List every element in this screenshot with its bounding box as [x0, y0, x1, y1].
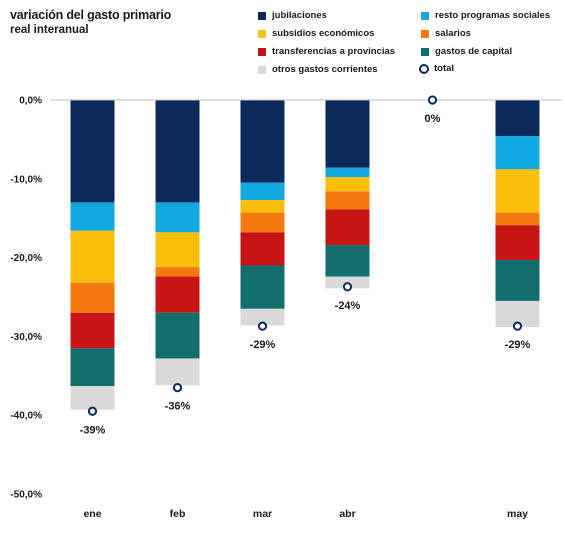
bar-segment	[155, 232, 200, 268]
bar-segment	[155, 202, 200, 233]
legend-label: gastos de capital	[435, 46, 513, 57]
legend-swatch	[421, 11, 429, 20]
legend-swatch	[421, 47, 429, 56]
legend-label: otros gastos corrientes	[272, 64, 378, 75]
legend-label: total	[434, 63, 455, 74]
total-data-label: -24%	[335, 300, 361, 312]
bar-segment	[155, 358, 200, 386]
total-data-label: -29%	[250, 339, 276, 351]
legend-item-gastos-de-capital: gastos de capital	[421, 46, 512, 57]
legend-label: salarios	[435, 28, 471, 39]
bar-segment	[495, 136, 540, 170]
bar-segment	[495, 212, 540, 226]
bar-segment	[495, 100, 540, 137]
legend-item-resto-programas-sociales: resto programas sociales	[421, 10, 550, 21]
y-axis: 0,0% -10,0% -20,0% -30,0% -40,0% -50,0%	[10, 96, 42, 501]
total-data-label: -29%	[505, 339, 531, 351]
legend-item-jubilaciones: jubilaciones	[258, 10, 327, 21]
bar-segment	[495, 259, 540, 301]
chart-subtitle: real interanual	[10, 24, 89, 36]
bar-segment	[240, 182, 285, 201]
x-tick-label: feb	[170, 508, 186, 520]
chart-title-block: variación del gasto primario real intera…	[10, 8, 171, 36]
x-tick-label: ene	[83, 508, 101, 520]
x-tick-label: abr	[339, 508, 355, 520]
bar-segment	[325, 167, 370, 178]
bar-segment	[70, 100, 115, 203]
bar-segment	[70, 282, 115, 313]
bar-segment	[240, 200, 285, 213]
y-tick-label: -10,0%	[10, 174, 42, 185]
legend-label: transferencias a provincias	[272, 46, 396, 57]
chart-title: variación del gasto primario	[10, 8, 172, 22]
x-tick-label: may	[507, 508, 528, 520]
stacked-bars	[70, 100, 540, 410]
bar-segment	[495, 225, 540, 260]
total-point	[257, 321, 268, 331]
legend-swatch	[258, 11, 266, 20]
bar-segment	[240, 100, 285, 183]
total-point	[512, 321, 523, 331]
bar-segment	[70, 348, 115, 387]
bar-segment	[155, 276, 200, 313]
bar-segment	[240, 212, 285, 233]
bar-segment	[325, 100, 370, 168]
total-point	[342, 282, 353, 292]
bar-segment	[240, 308, 285, 326]
bar-segment	[70, 312, 115, 349]
bar-segment	[70, 202, 115, 231]
total-point	[172, 383, 183, 393]
x-axis: ene feb mar abr may	[83, 508, 528, 520]
legend-item-otros-gastos-corrientes: otros gastos corrientes	[258, 64, 378, 75]
bar-segment	[155, 312, 200, 359]
y-tick-label: -50,0%	[10, 490, 42, 501]
total-point	[427, 95, 438, 105]
bar-segment	[325, 209, 370, 245]
y-tick-label: 0,0%	[19, 96, 42, 107]
total-markers: -39% -36% -29% -24% -29% 0%	[80, 95, 531, 436]
legend-label: resto programas sociales	[435, 10, 551, 21]
bar-segment	[325, 244, 370, 277]
y-tick-label: -30,0%	[10, 332, 42, 343]
total-marker-icon	[419, 63, 429, 74]
legend-swatch	[421, 29, 429, 38]
total-data-label: -39%	[80, 424, 106, 436]
x-tick-label: mar	[253, 508, 272, 520]
bar-segment	[155, 100, 200, 203]
bar-segment	[495, 169, 540, 213]
bar-segment	[155, 267, 200, 277]
y-tick-label: -40,0%	[10, 411, 42, 422]
legend-label: jubilaciones	[272, 10, 327, 21]
total-data-label: 0%	[425, 113, 441, 125]
bar-segment	[240, 232, 285, 266]
total-data-label: -36%	[165, 401, 191, 413]
legend-item-transferencias-a-provincias: transferencias a provincias	[258, 46, 395, 57]
total-point	[87, 406, 98, 416]
bar-segment	[240, 265, 285, 309]
legend-swatch	[258, 47, 266, 56]
chart-legend: jubilaciones resto programas sociales su…	[0, 0, 565, 90]
legend-item-total: total	[419, 63, 454, 74]
legend-swatch	[258, 65, 266, 74]
legend-label: subsidios económicos	[272, 28, 375, 39]
legend-item-subsidios-economicos: subsidios económicos	[258, 28, 374, 39]
bar-segment	[325, 191, 370, 210]
bar-segment	[325, 177, 370, 192]
legend-swatch	[258, 29, 266, 38]
bar-segment	[70, 386, 115, 410]
bar-segment	[70, 230, 115, 283]
legend-item-salarios: salarios	[421, 28, 471, 39]
y-tick-label: -20,0%	[10, 253, 42, 264]
